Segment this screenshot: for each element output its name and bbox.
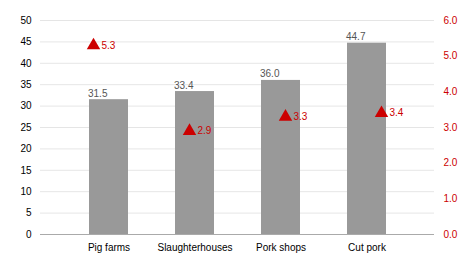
svg-text:1.0: 1.0 (444, 193, 458, 204)
svg-text:25: 25 (20, 122, 32, 133)
svg-text:31.5: 31.5 (88, 88, 108, 99)
svg-text:Pig farms: Pig farms (88, 242, 130, 253)
svg-text:20: 20 (20, 143, 32, 154)
svg-text:33.4: 33.4 (174, 80, 194, 91)
svg-text:0.0: 0.0 (444, 229, 458, 240)
svg-text:5.3: 5.3 (102, 40, 116, 51)
svg-text:Pork shops: Pork shops (256, 242, 306, 253)
svg-text:2.9: 2.9 (198, 125, 212, 136)
svg-text:6.0: 6.0 (444, 15, 458, 26)
svg-text:15: 15 (20, 165, 32, 176)
svg-text:40: 40 (20, 58, 32, 69)
svg-text:3.3: 3.3 (294, 111, 308, 122)
svg-text:10: 10 (20, 186, 32, 197)
svg-text:Slaughterhouses: Slaughterhouses (157, 242, 232, 253)
svg-text:45: 45 (20, 36, 32, 47)
svg-text:3.0: 3.0 (444, 122, 458, 133)
svg-text:2.0: 2.0 (444, 157, 458, 168)
svg-text:5.0: 5.0 (444, 50, 458, 61)
svg-text:5: 5 (26, 207, 32, 218)
svg-text:35: 35 (20, 79, 32, 90)
svg-text:4.0: 4.0 (444, 86, 458, 97)
svg-text:0: 0 (26, 229, 32, 240)
svg-text:30: 30 (20, 100, 32, 111)
svg-text:50: 50 (20, 15, 32, 26)
svg-text:Cut pork: Cut pork (348, 242, 387, 253)
svg-text:3.4: 3.4 (390, 107, 404, 118)
svg-text:36.0: 36.0 (260, 68, 280, 79)
svg-text:44.7: 44.7 (346, 31, 366, 42)
